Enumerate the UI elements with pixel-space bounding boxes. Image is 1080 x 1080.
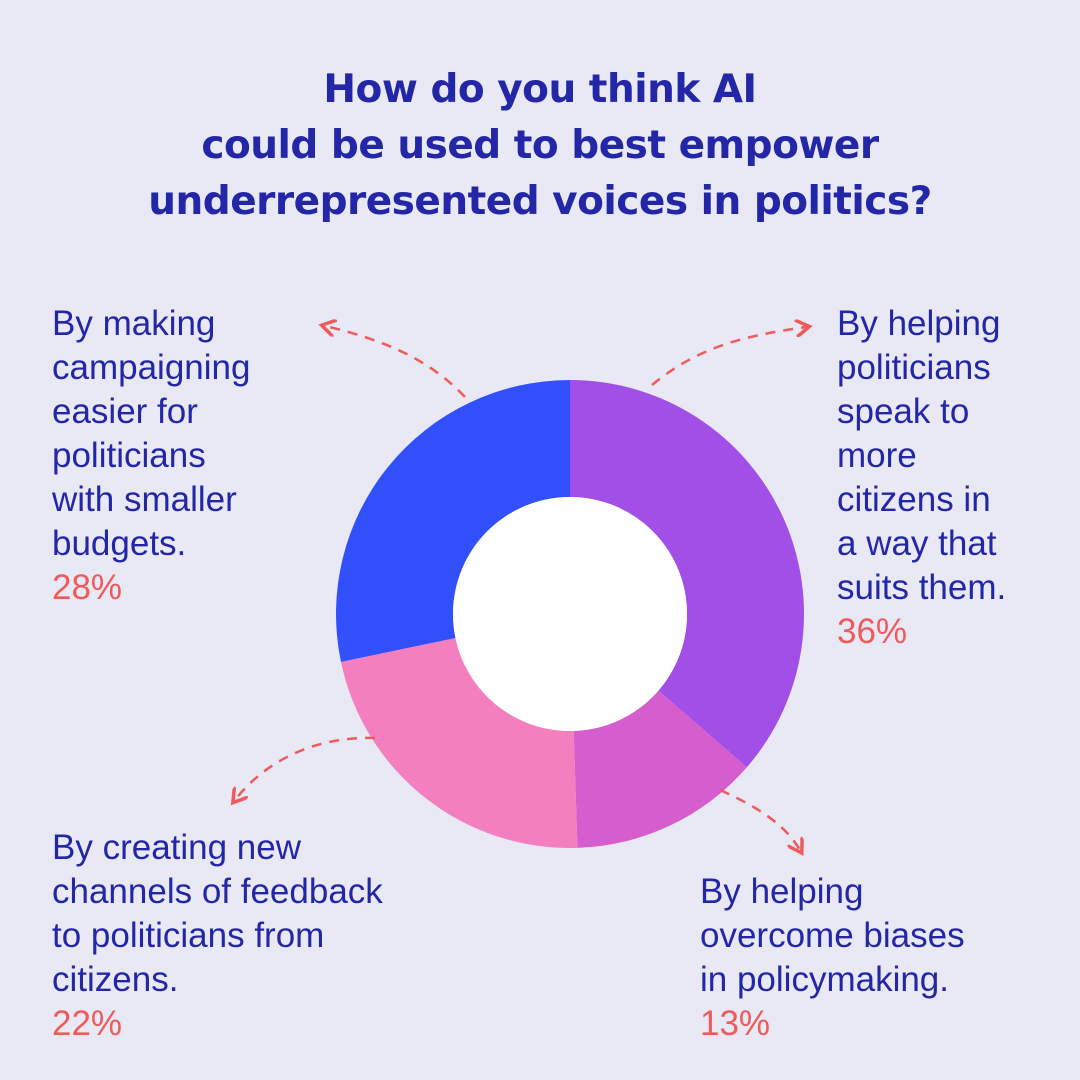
donut-slice-0 xyxy=(570,380,804,768)
slice-label-line: to politicians from xyxy=(52,916,325,955)
slice-percent-label: 13% xyxy=(700,1004,771,1043)
slice-label-line: campaigning xyxy=(52,348,251,387)
slice-label-line: speak to xyxy=(837,392,970,431)
title-line: could be used to best empower xyxy=(201,123,879,168)
slice-label-line: By making xyxy=(52,304,216,343)
slice-label-line: with smaller xyxy=(52,480,237,519)
arrow-to-label-slice-3 xyxy=(325,326,466,398)
slice-label-2: By creating new channels of feedback to … xyxy=(52,826,383,1046)
arrow-to-label-slice-2 xyxy=(235,736,376,800)
chart-title: How do you think AI could be used to bes… xyxy=(0,62,1080,230)
donut-slice-1 xyxy=(573,690,747,848)
title-line: underrepresented voices in politics? xyxy=(148,179,932,224)
slice-label-line: overcome biases xyxy=(700,916,965,955)
slice-label-line: more xyxy=(837,436,917,475)
slice-percent-label: 22% xyxy=(52,1004,123,1043)
slice-label-line: channels of feedback xyxy=(52,872,383,911)
slice-label-line: easier for xyxy=(52,392,198,431)
slice-label-line: citizens. xyxy=(52,960,179,999)
slice-label-line: citizens in xyxy=(837,480,991,519)
slice-label-line: politicians xyxy=(837,348,991,387)
arrow-to-label-slice-1 xyxy=(719,788,800,850)
slices-group xyxy=(336,380,804,848)
donut-slice-2 xyxy=(340,637,578,848)
slice-label-1: By helping overcome biases in policymaki… xyxy=(700,870,965,1046)
slice-label-0: By helping politicians speak to more cit… xyxy=(837,302,1006,654)
slice-percent-label: 28% xyxy=(52,568,123,607)
slice-label-3: By making campaigning easier for politic… xyxy=(52,302,250,610)
slice-label-line: By helping xyxy=(837,304,1001,343)
slice-label-line: politicians xyxy=(52,436,206,475)
slice-label-line: budgets. xyxy=(52,524,187,563)
slice-label-line: suits them. xyxy=(837,568,1007,607)
arrows-group xyxy=(235,326,806,850)
arrow-to-label-slice-0 xyxy=(651,327,806,386)
slice-label-line: By creating new xyxy=(52,828,302,867)
donut-hole xyxy=(453,497,687,731)
slice-label-line: By helping xyxy=(700,872,864,911)
slice-label-line: a way that xyxy=(837,524,997,563)
title-line: How do you think AI xyxy=(323,67,757,112)
slice-percent-label: 36% xyxy=(837,612,908,651)
donut-slice-3 xyxy=(336,380,570,662)
slice-label-line: in policymaking. xyxy=(700,960,949,999)
